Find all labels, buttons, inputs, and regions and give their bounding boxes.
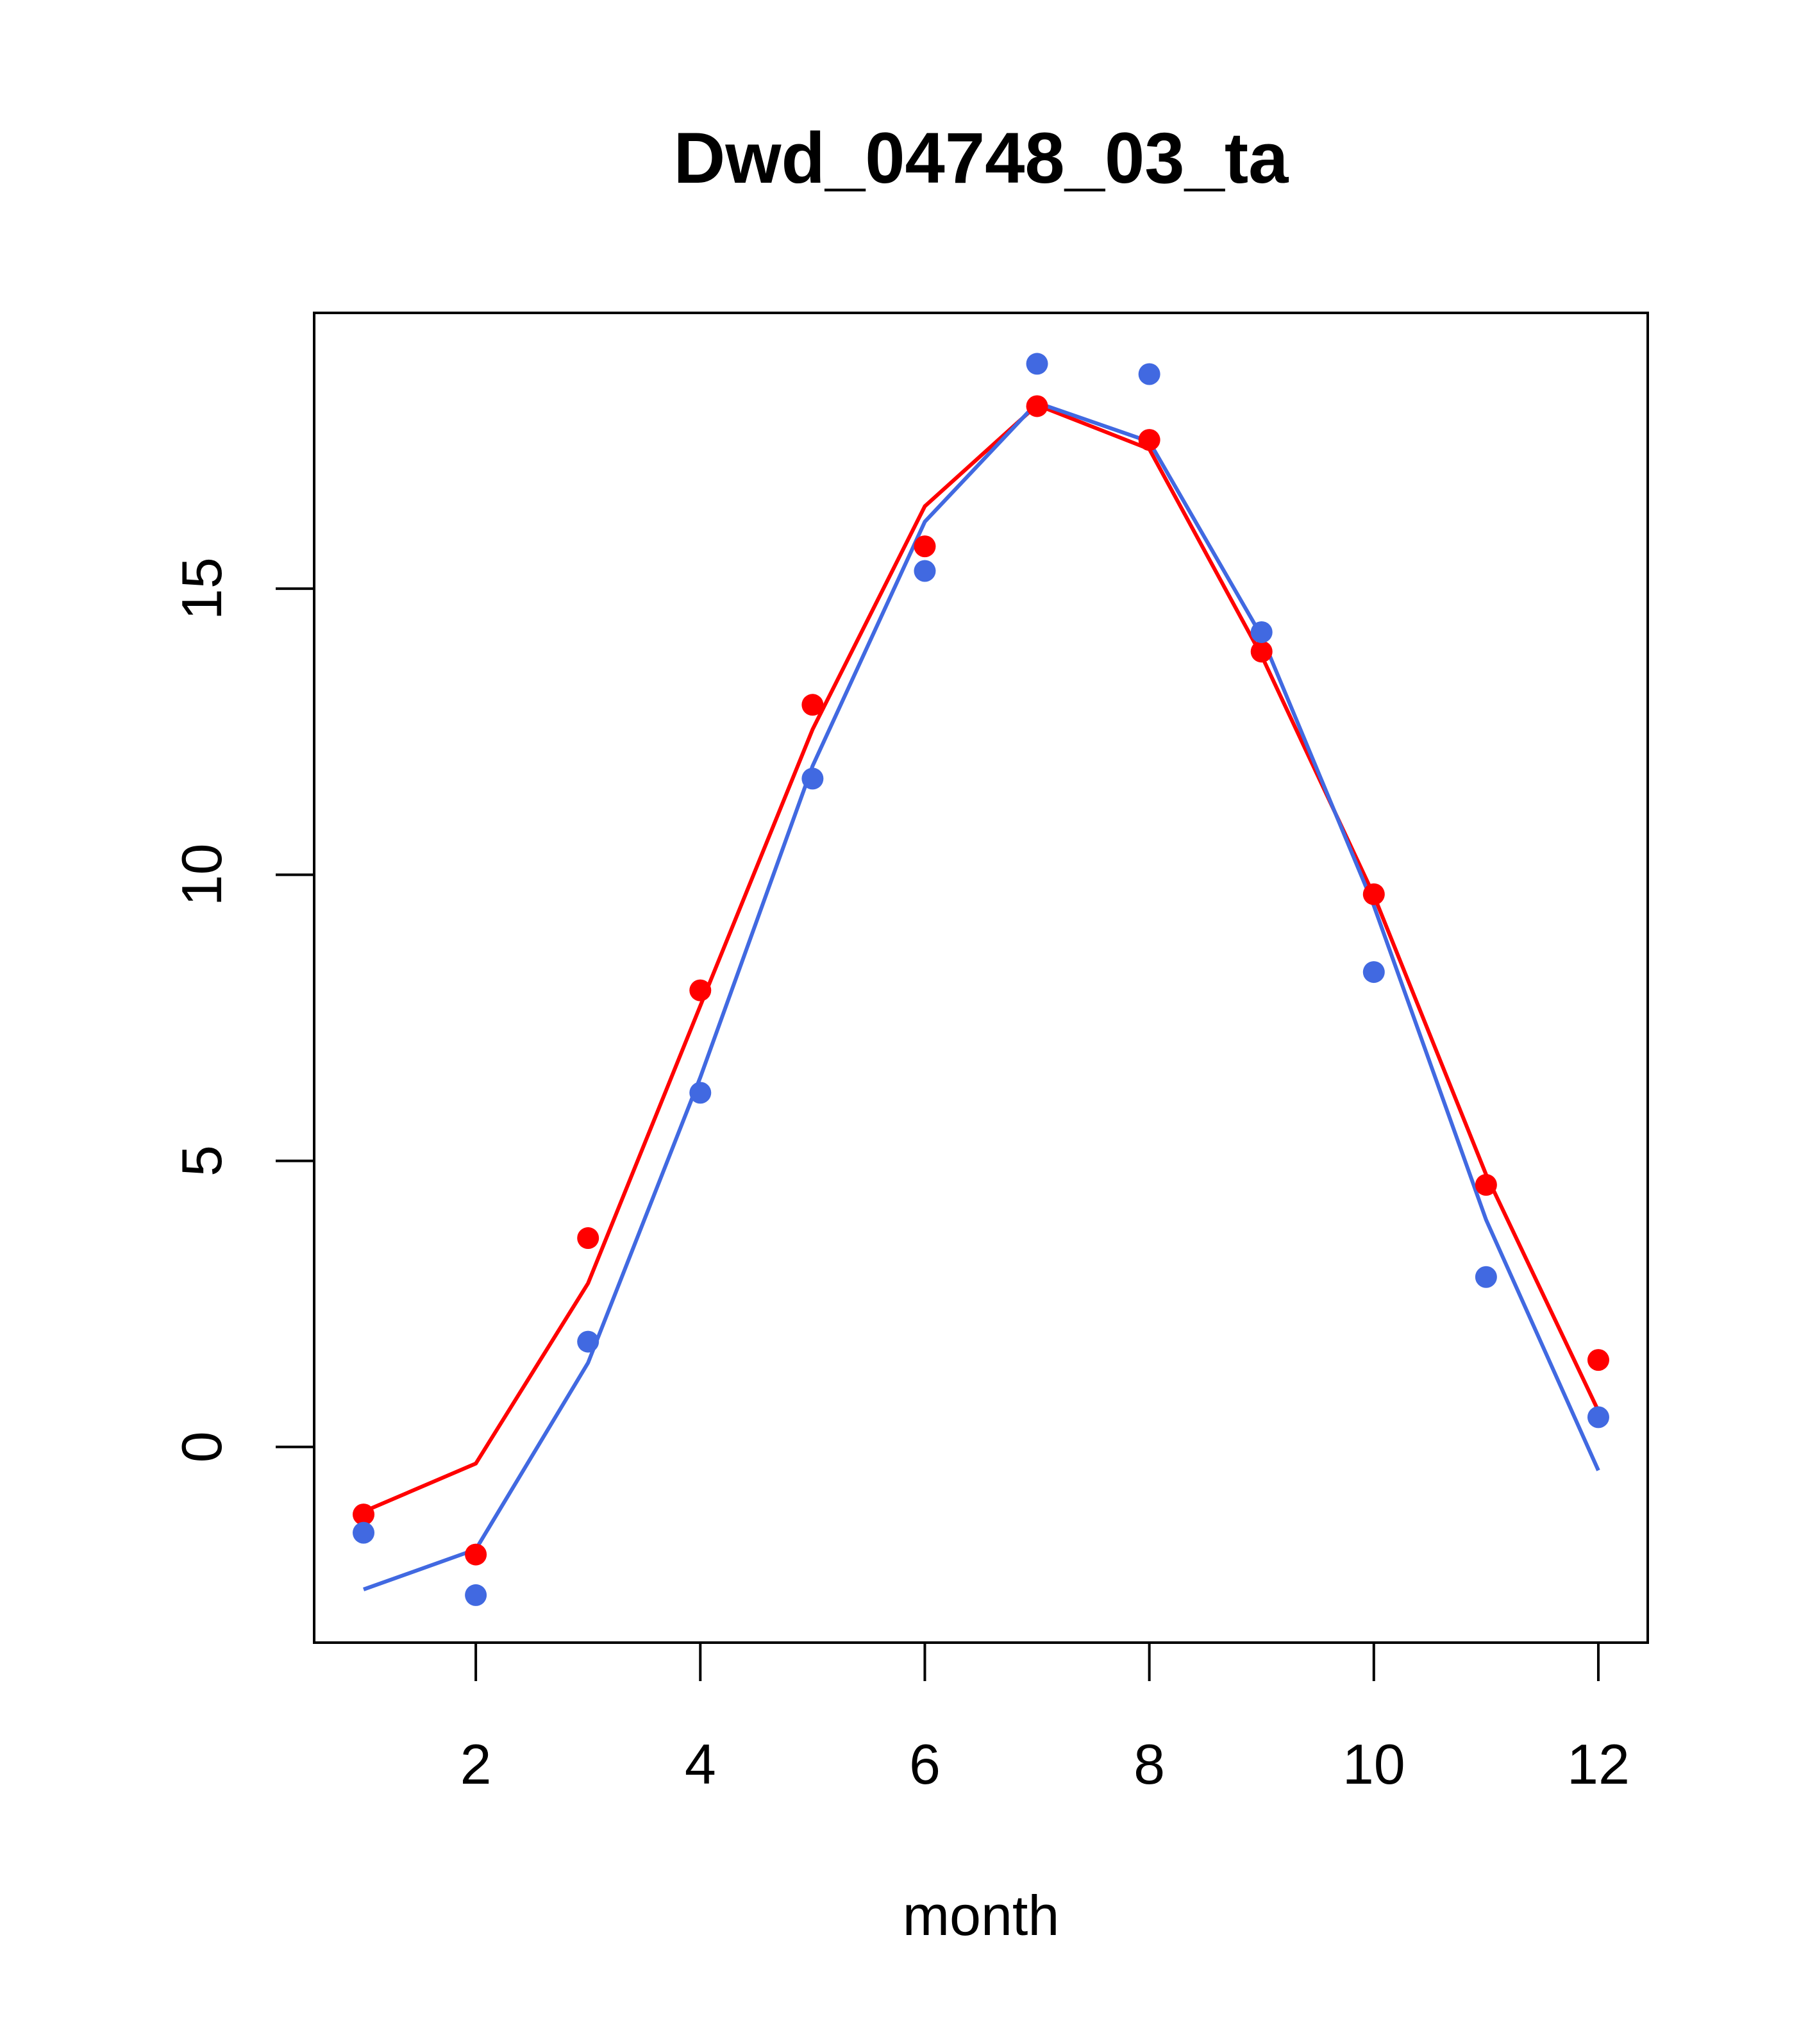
chart-title: Dwd_04748_03_ta xyxy=(674,118,1289,198)
x-tick-label: 2 xyxy=(460,1732,492,1796)
x-axis: 2 4 6 8 10 12 xyxy=(460,1641,1630,1796)
x-tick-label: 8 xyxy=(1134,1732,1165,1796)
blue-points-point xyxy=(577,1330,599,1353)
red-points-point xyxy=(1250,641,1273,663)
blue-points-point xyxy=(1362,961,1385,984)
y-axis: 0 5 10 15 xyxy=(170,557,315,1462)
red-points-point xyxy=(801,694,824,716)
blue-points-point xyxy=(1250,621,1273,643)
red-points-point xyxy=(1138,429,1160,451)
blue-points-point xyxy=(353,1521,375,1544)
red-points-point xyxy=(689,979,712,1001)
x-tick-label: 12 xyxy=(1567,1732,1630,1796)
red-points-point xyxy=(577,1227,599,1250)
y-tick-label: 5 xyxy=(170,1145,233,1177)
blue-points-point xyxy=(1138,363,1160,385)
x-tick-label: 4 xyxy=(685,1732,716,1796)
blue-points-point xyxy=(801,767,824,790)
y-tick-label: 0 xyxy=(170,1431,233,1462)
red-points-point xyxy=(1587,1349,1609,1371)
red-points-point xyxy=(1475,1174,1497,1196)
red-points-point xyxy=(353,1504,375,1526)
red-points-point xyxy=(465,1543,487,1566)
x-tick-label: 6 xyxy=(909,1732,941,1796)
blue-points-point xyxy=(1475,1266,1497,1288)
blue-points-point xyxy=(1026,353,1048,375)
red-line xyxy=(362,403,1600,1514)
y-tick-label: 15 xyxy=(170,557,233,620)
series-layer xyxy=(353,353,1609,1606)
blue-line xyxy=(363,400,1600,1591)
red-points xyxy=(353,395,1609,1566)
blue-points xyxy=(353,353,1609,1606)
y-tick-label: 10 xyxy=(170,843,233,906)
red-points-point xyxy=(1026,395,1048,417)
blue-points-point xyxy=(914,560,936,582)
red-points-point xyxy=(1362,883,1385,905)
blue-points-point xyxy=(465,1584,487,1606)
x-axis-label: month xyxy=(903,1884,1060,1947)
blue-points-point xyxy=(689,1082,712,1104)
plot-frame xyxy=(313,312,1649,1644)
blue-points-point xyxy=(1587,1406,1609,1428)
red-points-point xyxy=(914,535,936,558)
x-tick-label: 10 xyxy=(1343,1732,1405,1796)
